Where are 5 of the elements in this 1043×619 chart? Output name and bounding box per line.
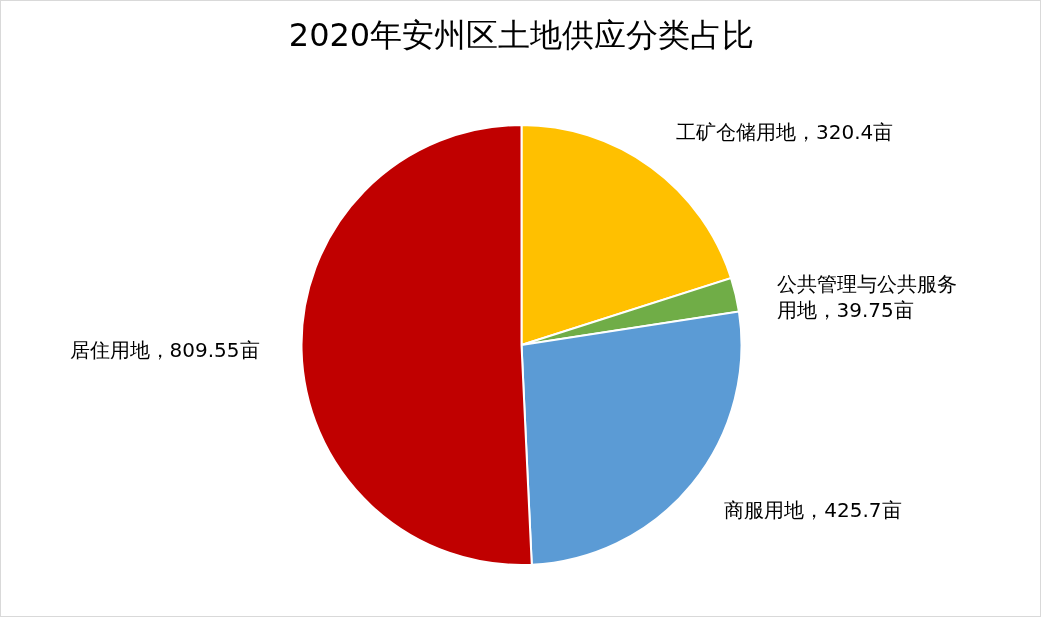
- slice-label: 商服用地，425.7亩: [724, 497, 902, 522]
- slice-label: 公共管理与公共服务用地，39.75亩: [776, 272, 957, 323]
- slice-label: 工矿仓储用地，320.4亩: [676, 120, 894, 145]
- chart-title: 2020年安州区土地供应分类占比: [288, 16, 755, 54]
- slice-label: 居住用地，809.55亩: [69, 338, 260, 363]
